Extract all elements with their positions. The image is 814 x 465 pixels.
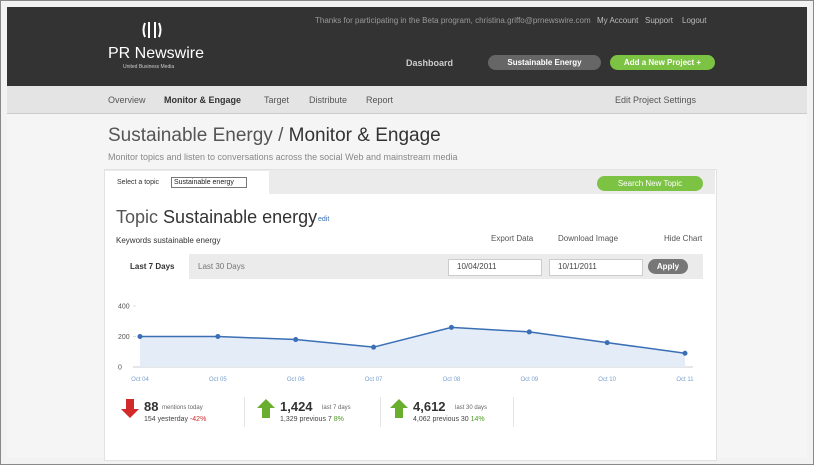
area: [140, 327, 685, 367]
range-tab-active: [115, 254, 189, 279]
settings-link[interactable]: Edit Project Settings: [615, 95, 697, 105]
apply-button[interactable]: Apply: [648, 259, 688, 274]
topic-word: Topic: [116, 207, 159, 227]
panel: [104, 169, 717, 461]
x-tick-label: Oct 04: [131, 377, 149, 383]
nav-item[interactable]: Overview: [108, 95, 146, 105]
prev-value: 154: [144, 416, 156, 423]
stat-previous: 154 yesterday -42%: [144, 416, 206, 423]
date-to[interactable]: 10/11/2011: [549, 259, 643, 276]
project-select[interactable]: Sustainable Energy: [488, 55, 601, 70]
prev-label: previous 30: [432, 416, 469, 423]
nav-item[interactable]: Distribute: [309, 95, 348, 105]
x-tick-label: Oct 07: [365, 377, 383, 383]
page-title: Sustainable Energy / Monitor & Engage: [108, 125, 441, 147]
trend-arrow: [390, 399, 408, 418]
stat-divider: [513, 397, 514, 427]
prev-label: previous 7: [299, 416, 332, 423]
brand: PR Newswire: [108, 45, 205, 62]
point: [371, 344, 377, 350]
download-link[interactable]: Download Image: [558, 234, 619, 243]
stat-previous: 4,062 previous 30 14%: [413, 416, 485, 423]
point: [215, 334, 221, 339]
brand-sub: United Business Media: [123, 64, 175, 70]
point: [448, 324, 454, 330]
title-sep: /: [278, 125, 284, 146]
prev-value: 4,062: [413, 416, 431, 423]
x-tick-label: Oct 11: [676, 377, 694, 383]
nav-item[interactable]: Report: [366, 95, 394, 105]
x-tick-label: Oct 08: [443, 377, 461, 383]
y-tick-label: 200: [118, 334, 130, 341]
x-tick-label: Oct 10: [598, 377, 616, 383]
point: [682, 350, 688, 356]
y-tick-label: 0: [118, 365, 122, 372]
y-tick-label: 400: [118, 304, 130, 311]
range-tab[interactable]: Last 7 Days: [130, 262, 175, 271]
stat-value: 88: [144, 399, 159, 414]
stat-label: last 30 days: [455, 405, 488, 411]
change: 8%: [333, 416, 344, 423]
topic-name: Sustainable energy: [163, 207, 318, 227]
topic-label: Select a topic: [117, 179, 160, 186]
point: [526, 329, 532, 335]
dashboard-link[interactable]: Dashboard: [406, 58, 454, 68]
trend-arrow: [121, 399, 139, 418]
header-link[interactable]: My Account: [597, 16, 639, 25]
nav-item[interactable]: Monitor & Engage: [164, 95, 241, 105]
prev-label: yesterday: [157, 416, 188, 423]
stat-label: last 7 days: [322, 405, 351, 411]
stat-label: mentions today: [162, 405, 203, 411]
stat-divider: [380, 397, 381, 427]
stat-value: 1,424: [280, 399, 313, 414]
keywords: Keywords sustainable energy: [116, 236, 221, 245]
point: [293, 337, 299, 343]
point: [137, 334, 143, 339]
topic-select[interactable]: Sustainable energy: [171, 177, 247, 188]
line: [140, 326, 686, 355]
nav-bar: [7, 86, 807, 114]
stat-previous: 1,329 previous 7 8%: [280, 416, 344, 423]
date-from[interactable]: 10/04/2011: [448, 259, 542, 276]
title-project: Sustainable Energy: [108, 125, 273, 146]
point: [604, 340, 610, 346]
change: -42%: [189, 416, 207, 423]
topic-tab: [105, 171, 269, 194]
export-link[interactable]: Export Data: [491, 234, 534, 243]
title-section: Monitor & Engage: [288, 125, 441, 146]
hide-chart-link[interactable]: Hide Chart: [664, 234, 703, 243]
page-subtitle: Monitor topics and listen to conversatio…: [108, 152, 458, 162]
x-tick-label: Oct 05: [209, 377, 227, 383]
header-bar: [7, 7, 807, 86]
range-tab[interactable]: Last 30 Days: [198, 262, 245, 271]
beta-notice: Thanks for participating in the Beta pro…: [315, 16, 591, 25]
prev-value: 1,329: [280, 416, 298, 423]
stat-divider: [244, 397, 245, 427]
trend-arrow: [257, 399, 275, 418]
x-tick-label: Oct 09: [520, 377, 538, 383]
x-tick-label: Oct 06: [287, 377, 305, 383]
change: 14%: [470, 416, 485, 423]
header-link[interactable]: Support: [645, 16, 674, 25]
topic-title: Topic Sustainable energy: [116, 207, 317, 228]
nav-item[interactable]: Target: [264, 95, 290, 105]
logo-icon: [142, 22, 162, 38]
header-link[interactable]: Logout: [682, 16, 707, 25]
stat-value: 4,612: [413, 399, 446, 414]
add-project-button[interactable]: Add a New Project +: [610, 55, 715, 70]
search-topic-button[interactable]: Search New Topic: [597, 176, 703, 191]
edit-link[interactable]: edit: [318, 216, 330, 223]
